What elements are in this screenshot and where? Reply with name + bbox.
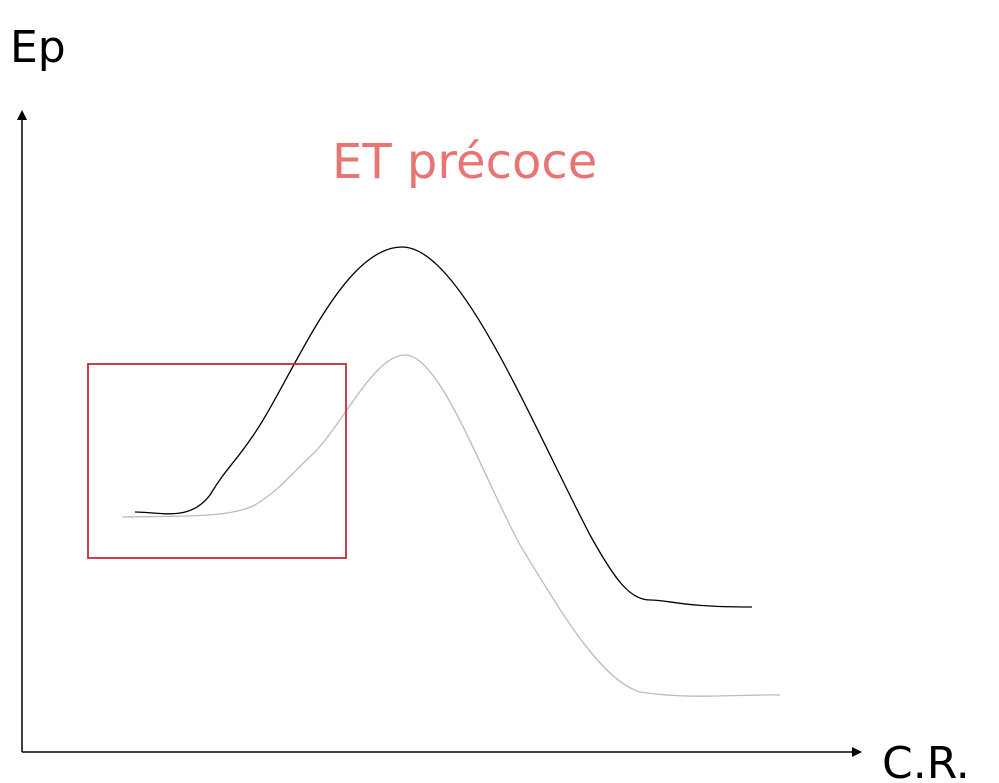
x-axis-label: C.R. bbox=[882, 738, 970, 783]
catalyzed-curve bbox=[121, 354, 781, 697]
highlight-box bbox=[87, 363, 347, 559]
annotation: ET précoce bbox=[332, 134, 597, 190]
uncatalyzed-curve bbox=[134, 246, 753, 608]
y-axis-label: Ep bbox=[10, 22, 66, 73]
